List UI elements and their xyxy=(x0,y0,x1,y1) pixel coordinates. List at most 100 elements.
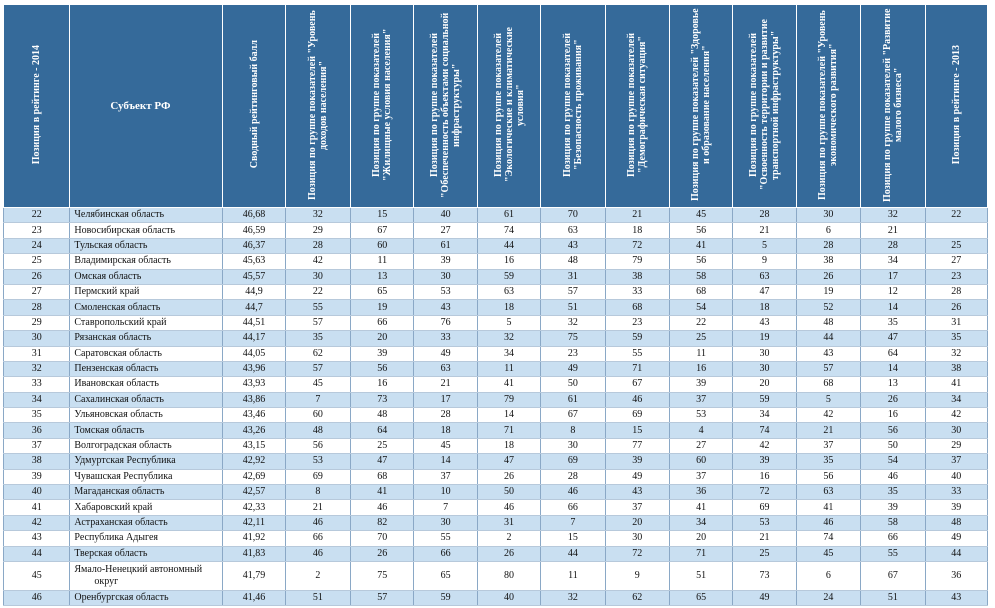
group-position-cell: 28 xyxy=(540,469,606,486)
group-position-cell: 44 xyxy=(540,546,606,562)
group-position-cell: 5 xyxy=(795,392,862,409)
subject-name-cell: Сахалинская область xyxy=(69,392,224,409)
group-position-cell: 68 xyxy=(604,299,670,316)
group-position-cell: 70 xyxy=(350,530,415,547)
group-position-cell: 65 xyxy=(668,590,734,607)
group-position-cell: 63 xyxy=(795,484,862,501)
subject-name-cell: Смоленская область xyxy=(69,299,224,316)
group-position-cell: 46 xyxy=(284,546,352,562)
group-position-cell: 61 xyxy=(540,392,606,409)
header-label: Позиция по группе показателей "Безопасно… xyxy=(561,32,584,177)
group-position-cell: 59 xyxy=(732,392,797,409)
subject-name-cell: Республика Адыгея xyxy=(69,530,224,547)
group-position-cell: 7 xyxy=(413,499,478,516)
group-position-cell: 42 xyxy=(284,253,352,270)
group-position-cell: 32 xyxy=(540,590,606,607)
rank-2014-cell: 34 xyxy=(2,392,71,409)
group-position-cell: 80 xyxy=(476,561,542,591)
group-position-cell: 16 xyxy=(476,253,542,270)
group-position-cell: 19 xyxy=(795,284,862,301)
table-row: 34 Сахалинская область 43,86 7 73 17 79 61 46 37 5… xyxy=(2,392,989,409)
group-position-cell: 16 xyxy=(860,407,926,424)
table-row: 39 Чувашская Республика 42,69 69 68 37 26 28 49 3… xyxy=(2,469,989,486)
rank-2013-cell: 42 xyxy=(924,407,989,424)
table-row: 36 Томская область 43,26 48 64 18 71 8 15 4 74 21 56… xyxy=(2,422,989,439)
group-position-cell: 51 xyxy=(540,299,606,316)
score-cell: 46,37 xyxy=(222,238,286,255)
group-position-cell: 53 xyxy=(668,407,734,424)
rank-2013-cell: 31 xyxy=(924,315,989,332)
group-position-cell: 59 xyxy=(604,330,670,347)
group-position-cell: 18 xyxy=(476,299,542,316)
group-position-cell: 63 xyxy=(413,361,478,378)
group-position-cell: 40 xyxy=(413,207,478,224)
group-position-cell: 47 xyxy=(350,453,415,470)
group-position-cell: 77 xyxy=(604,438,670,455)
rank-2014-cell: 33 xyxy=(2,376,71,393)
group-position-cell: 60 xyxy=(350,238,415,255)
header-label: Позиция по группе показателей "Уровень э… xyxy=(817,9,840,200)
table-row: 30 Рязанская область 44,17 35 20 33 32 75 59 25 19… xyxy=(2,330,989,347)
group-position-cell: 5 xyxy=(732,238,797,255)
group-position-cell: 8 xyxy=(284,484,352,501)
group-position-cell: 62 xyxy=(284,346,352,362)
table-row: 41 Хабаровский край 42,33 21 46 7 46 66 37 41 69 41… xyxy=(2,499,989,516)
table-row: 44 Тверская область 41,83 46 26 66 26 44 72 71 25 4… xyxy=(2,546,989,562)
group-position-cell: 74 xyxy=(795,530,862,547)
group-position-cell: 27 xyxy=(668,438,734,455)
rank-2014-cell: 45 xyxy=(2,561,71,591)
group-position-cell: 42 xyxy=(795,407,862,424)
group-position-cell: 66 xyxy=(350,315,415,332)
rating-table-container: Позиция в рейтинге - 2014 Субъект РФ Сводн… xyxy=(2,4,989,607)
rank-2014-cell: 29 xyxy=(2,315,71,332)
rank-2013-cell: 29 xyxy=(924,438,989,455)
group-position-cell: 66 xyxy=(284,530,352,547)
group-position-cell: 37 xyxy=(668,392,734,409)
group-position-cell: 59 xyxy=(476,269,542,285)
group-position-cell: 56 xyxy=(350,361,415,378)
group-position-cell: 44 xyxy=(476,238,542,255)
group-position-cell: 43 xyxy=(413,299,478,316)
group-position-cell: 60 xyxy=(284,407,352,424)
group-position-cell: 35 xyxy=(860,315,926,332)
table-row: 35 Ульяновская область 43,46 60 48 28 14 67 69 53… xyxy=(2,407,989,424)
group-position-cell: 33 xyxy=(413,330,478,347)
table-row: 32 Пензенская область 43,96 57 56 63 11 49 71 16 3… xyxy=(2,361,989,378)
header-cell: Позиция по группе показателей "Безопасно… xyxy=(540,4,606,208)
group-position-cell: 48 xyxy=(350,407,415,424)
group-position-cell: 71 xyxy=(476,422,542,439)
group-position-cell: 69 xyxy=(732,499,797,516)
group-position-cell: 7 xyxy=(540,515,606,532)
group-position-cell: 54 xyxy=(668,299,734,316)
group-position-cell: 60 xyxy=(668,453,734,470)
group-position-cell: 54 xyxy=(860,453,926,470)
table-row: 40 Магаданская область 42,57 8 41 10 50 46 43 36 7… xyxy=(2,484,989,501)
rank-2014-cell: 23 xyxy=(2,222,71,239)
table-row: 28 Смоленская область 44,7 55 19 43 18 51 68 54 18… xyxy=(2,299,989,316)
header-label: Позиция по группе показателей "Демографи… xyxy=(626,32,649,177)
group-position-cell: 20 xyxy=(668,530,734,547)
header-cell: Позиция по группе показателей "Здоровье … xyxy=(668,4,734,208)
group-position-cell: 61 xyxy=(476,207,542,224)
table-header: Позиция в рейтинге - 2014 Субъект РФ Сводн… xyxy=(2,4,989,208)
group-position-cell: 68 xyxy=(668,284,734,301)
subject-name-cell: Владимирская область xyxy=(69,253,224,270)
group-position-cell: 32 xyxy=(284,207,352,224)
group-position-cell: 30 xyxy=(732,361,797,378)
header-cell: Позиция по группе показателей "Уровень э… xyxy=(795,4,862,208)
group-position-cell: 32 xyxy=(476,330,542,347)
subject-name-cell: Пензенская область xyxy=(69,361,224,378)
header-row: Позиция в рейтинге - 2014 Субъект РФ Сводн… xyxy=(2,4,989,208)
header-label: Позиция по группе показателей "Здоровье … xyxy=(690,8,713,201)
group-position-cell: 9 xyxy=(604,561,670,591)
group-position-cell: 30 xyxy=(540,438,606,455)
group-position-cell: 30 xyxy=(413,515,478,532)
rank-2014-cell: 41 xyxy=(2,499,71,516)
group-position-cell: 35 xyxy=(860,484,926,501)
group-position-cell: 69 xyxy=(540,453,606,470)
rank-2014-cell: 42 xyxy=(2,515,71,532)
group-position-cell: 55 xyxy=(860,546,926,562)
group-position-cell: 16 xyxy=(732,469,797,486)
table-row: 42 Астраханская область 42,11 46 82 30 31 7 20 34… xyxy=(2,515,989,532)
group-position-cell: 61 xyxy=(413,238,478,255)
